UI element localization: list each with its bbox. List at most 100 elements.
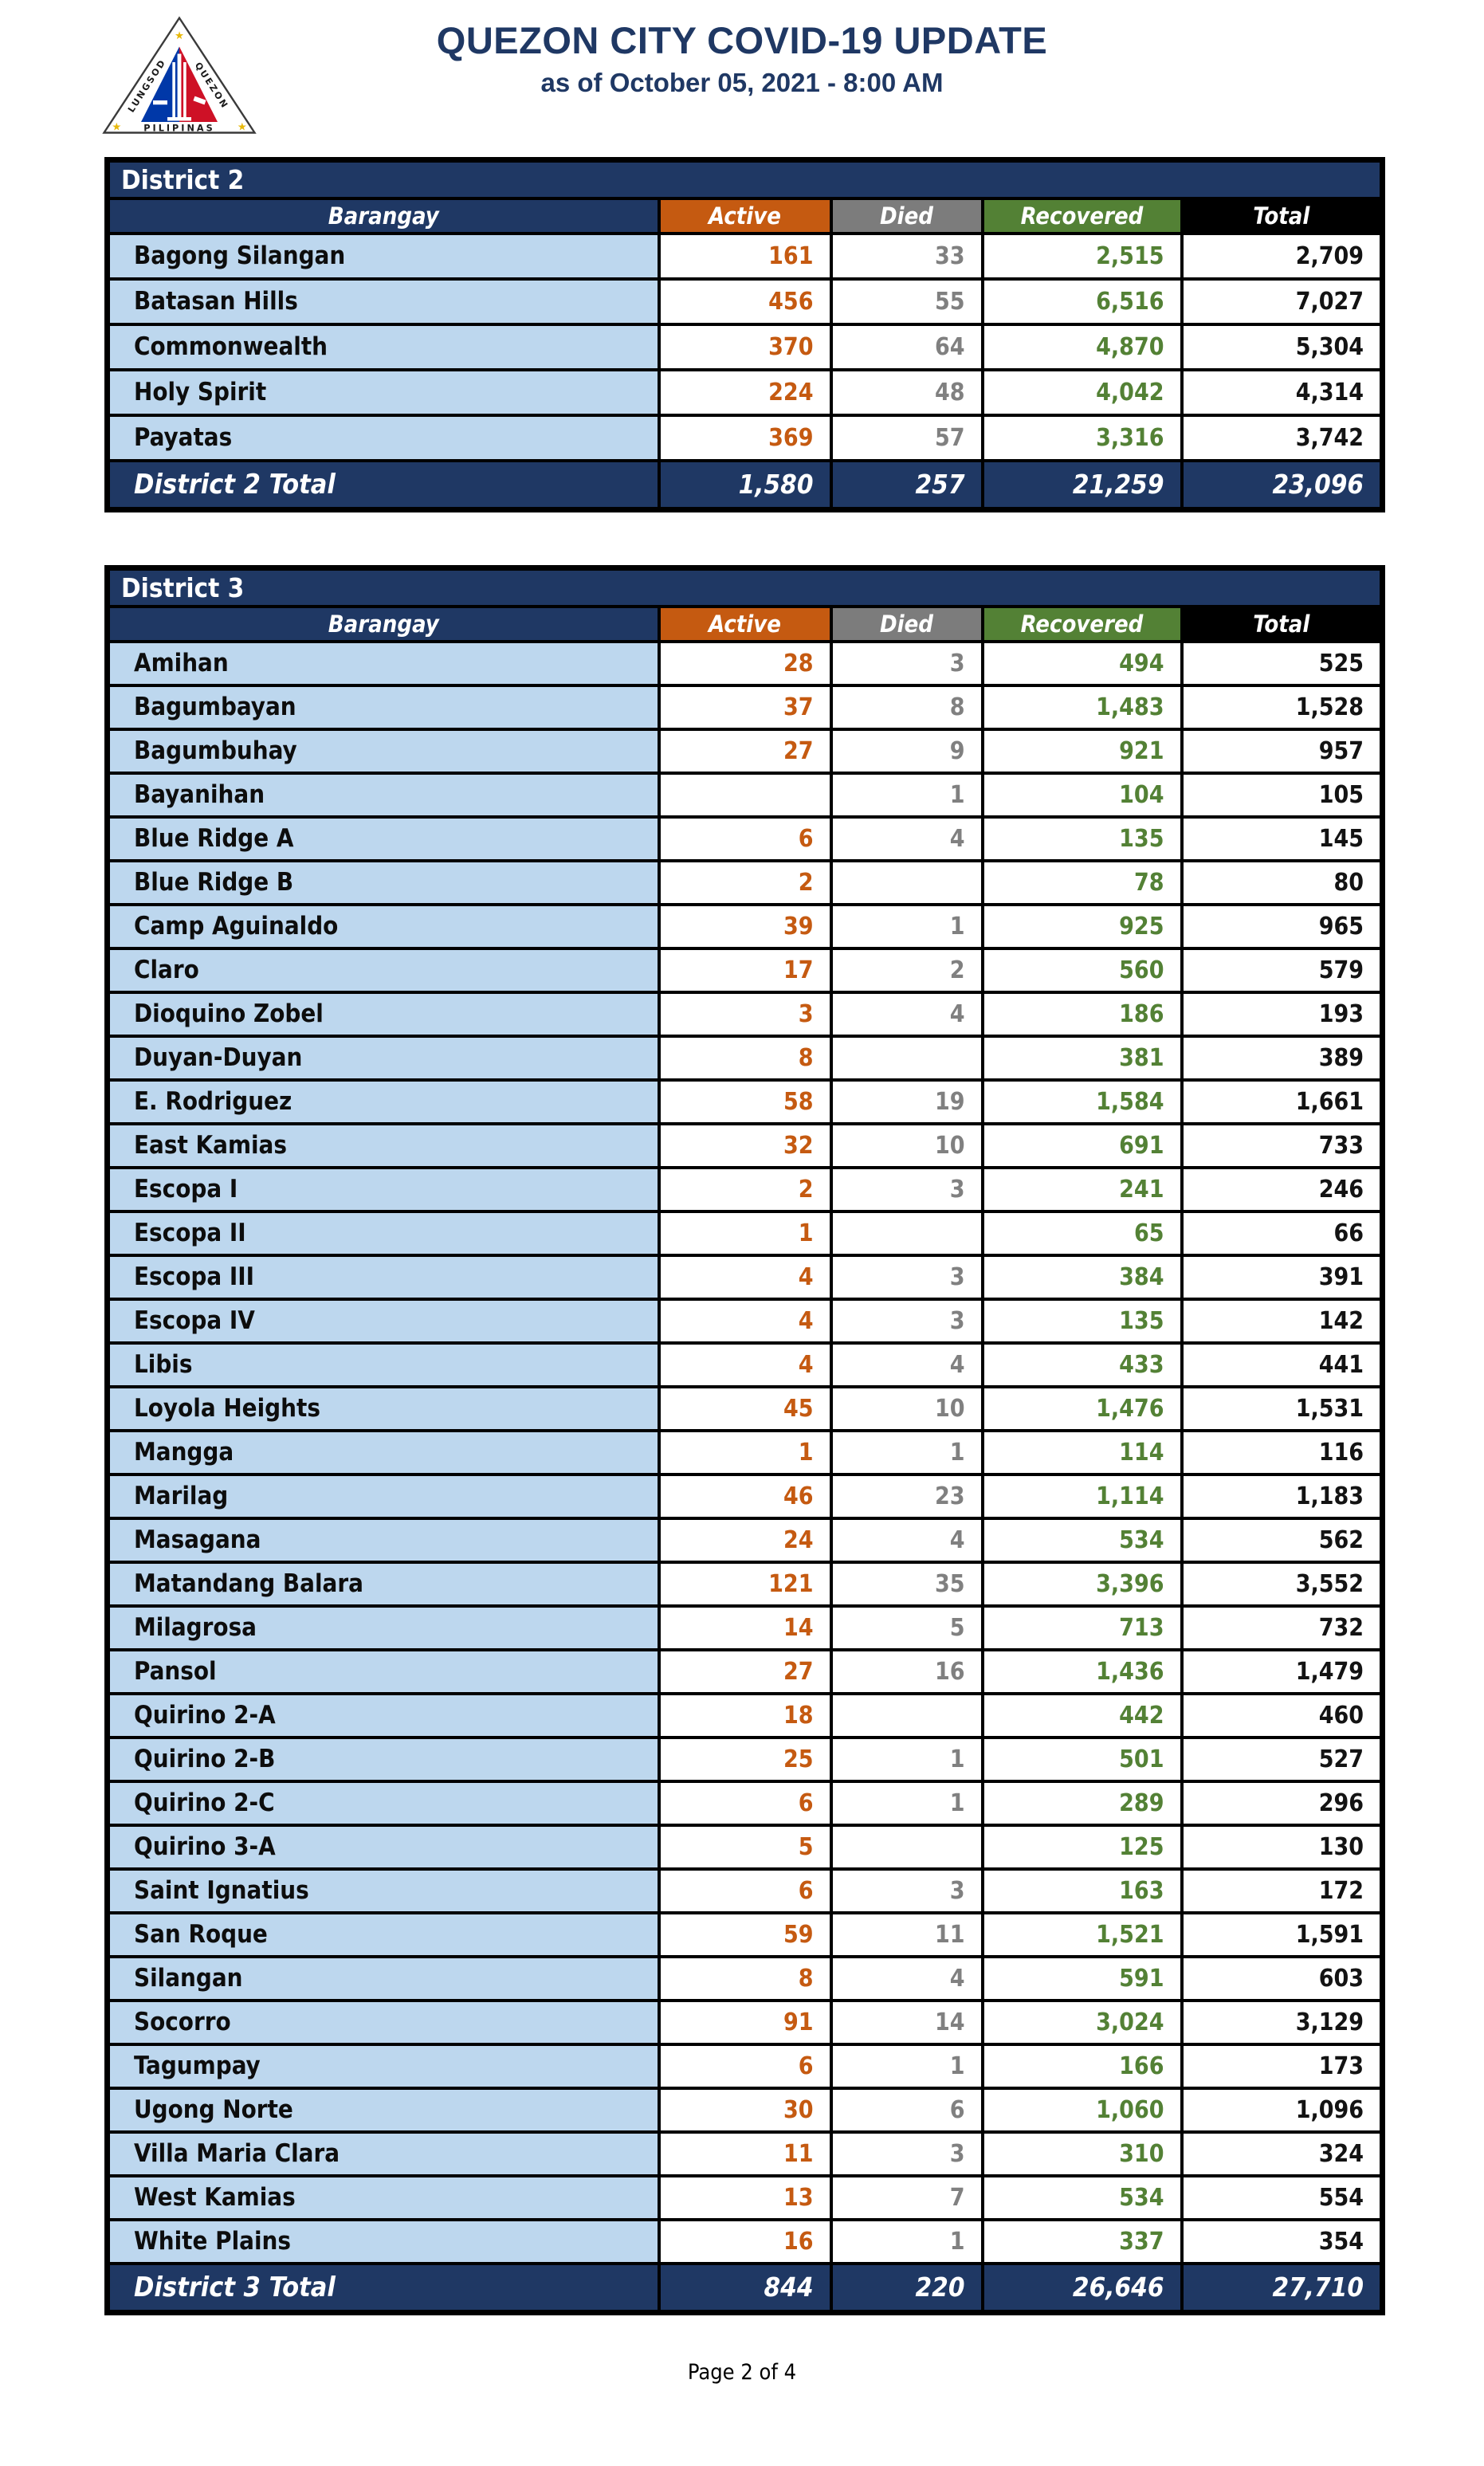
- recovered-count-cell: 1,521: [980, 1910, 1184, 1958]
- barangay-name-cell: Tagumpay: [105, 2042, 661, 2090]
- seal-inner-red: [179, 46, 218, 122]
- recovered-count-cell: 501: [980, 1735, 1184, 1783]
- district-total-label: District 2 Total: [105, 458, 661, 512]
- total-count-cell: 173: [1180, 2042, 1384, 2090]
- died-count-cell: 64: [829, 322, 984, 371]
- barangay-name-cell: Bayanihan: [105, 771, 661, 819]
- total-count-cell: 5,304: [1180, 322, 1384, 371]
- table-row: Commonwealth 370 64 4,870 5,304: [105, 322, 1384, 371]
- died-count-cell: 5: [829, 1604, 984, 1651]
- recovered-count-cell: 1,436: [980, 1647, 1184, 1695]
- died-count-cell: 10: [829, 1121, 984, 1169]
- table-row: Libis 4 4 433 441: [105, 1341, 1384, 1388]
- seal-inner-blue: [141, 46, 179, 122]
- total-count-cell: 1,661: [1180, 1078, 1384, 1125]
- table-row: Bagumbayan 37 8 1,483 1,528: [105, 683, 1384, 731]
- barangay-name-cell: Saint Ignatius: [105, 1867, 661, 1914]
- recovered-count-cell: 289: [980, 1779, 1184, 1827]
- table-row: Marilag 46 23 1,114 1,183: [105, 1472, 1384, 1520]
- total-count-cell: 1,479: [1180, 1647, 1384, 1695]
- active-count-cell: 13: [657, 2173, 833, 2221]
- died-count-cell: 4: [829, 990, 984, 1038]
- table-row: Masagana 24 4 534 562: [105, 1516, 1384, 1564]
- recovered-count-cell: 921: [980, 727, 1184, 775]
- total-count-cell: 1,096: [1180, 2086, 1384, 2134]
- table-row: Matandang Balara 121 35 3,396 3,552: [105, 1560, 1384, 1608]
- active-count-cell: 24: [657, 1516, 833, 1564]
- died-count-cell: 1: [829, 2217, 984, 2265]
- died-count-cell: 7: [829, 2173, 984, 2221]
- recovered-count-cell: 3,316: [980, 413, 1184, 462]
- district-3-table: District 3 Barangay Active Died Recovere…: [104, 565, 1386, 2315]
- active-count-cell: 16: [657, 2217, 833, 2265]
- seal-monument-pillar: [177, 53, 182, 117]
- active-count-cell: 4: [657, 1297, 833, 1345]
- died-count-cell: 3: [829, 1165, 984, 1213]
- died-count-cell: [829, 1691, 984, 1739]
- seal-star-icon: ★: [175, 29, 184, 42]
- barangay-name-cell: Commonwealth: [105, 322, 661, 371]
- total-count-cell: 733: [1180, 1121, 1384, 1169]
- active-count-cell: 4: [657, 1253, 833, 1301]
- barangay-name-cell: Claro: [105, 946, 661, 994]
- total-count-cell: 2,709: [1180, 231, 1384, 281]
- recovered-count-cell: 163: [980, 1867, 1184, 1914]
- active-count-cell: [657, 771, 833, 819]
- recovered-count-cell: 1,476: [980, 1384, 1184, 1432]
- active-count-cell: 369: [657, 413, 833, 462]
- active-count-cell: 6: [657, 1867, 833, 1914]
- active-count-cell: 91: [657, 1998, 833, 2046]
- active-count-cell: 6: [657, 815, 833, 862]
- active-count-cell: 224: [657, 367, 833, 417]
- recovered-count-cell: 713: [980, 1604, 1184, 1651]
- district-3-title: District 3: [105, 566, 1384, 608]
- died-count-cell: [829, 1209, 984, 1257]
- died-count-cell: 16: [829, 1647, 984, 1695]
- page-number: Page 2 of 4: [687, 2360, 797, 2385]
- table-row: Escopa III 4 3 384 391: [105, 1253, 1384, 1301]
- recovered-count-cell: 4,870: [980, 322, 1184, 371]
- recovered-count-cell: 925: [980, 902, 1184, 950]
- recovered-count-cell: 135: [980, 815, 1184, 862]
- active-count-cell: 8: [657, 1954, 833, 2002]
- active-count-cell: 58: [657, 1078, 833, 1125]
- active-count-cell: 32: [657, 1121, 833, 1169]
- barangay-name-cell: Amihan: [105, 639, 661, 687]
- total-count-cell: 172: [1180, 1867, 1384, 1914]
- total-count-cell: 441: [1180, 1341, 1384, 1388]
- recovered-count-cell: 691: [980, 1121, 1184, 1169]
- column-header-active: Active: [657, 196, 833, 235]
- active-count-cell: 1: [657, 1428, 833, 1476]
- active-count-cell: 14: [657, 1604, 833, 1651]
- active-count-cell: 2: [657, 858, 833, 906]
- active-count-cell: 5: [657, 1823, 833, 1871]
- total-count-cell: 80: [1180, 858, 1384, 906]
- quezon-city-seal-logo: ★ ★ ★ LUNGSOD QUEZON PILIPINAS: [102, 16, 257, 134]
- recovered-count-cell: 337: [980, 2217, 1184, 2265]
- table-row: East Kamias 32 10 691 733: [105, 1121, 1384, 1169]
- died-count-cell: 1: [829, 1428, 984, 1476]
- seal-gavel-glyph: [193, 96, 206, 105]
- district-2-column-header-row: Barangay Active Died Recovered Total: [105, 196, 1384, 235]
- table-row: Tagumpay 6 1 166 173: [105, 2042, 1384, 2090]
- active-count-cell: 2: [657, 1165, 833, 1213]
- recovered-count-cell: 78: [980, 858, 1184, 906]
- barangay-name-cell: Bagumbayan: [105, 683, 661, 731]
- died-count-cell: 4: [829, 1341, 984, 1388]
- barangay-name-cell: Quirino 2-C: [105, 1779, 661, 1827]
- barangay-name-cell: Dioquino Zobel: [105, 990, 661, 1038]
- died-count-cell: [829, 858, 984, 906]
- barangay-name-cell: Escopa I: [105, 1165, 661, 1213]
- died-count-cell: 3: [829, 2130, 984, 2177]
- active-count-cell: 11: [657, 2130, 833, 2177]
- active-count-cell: 28: [657, 639, 833, 687]
- active-count-cell: 25: [657, 1735, 833, 1783]
- recovered-count-cell: 2,515: [980, 231, 1184, 281]
- report-body: District 2 Barangay Active Died Recovere…: [104, 157, 1386, 2315]
- recovered-count-cell: 1,584: [980, 1078, 1184, 1125]
- total-count-cell: 324: [1180, 2130, 1384, 2177]
- seal-monument-pillar: [172, 62, 175, 117]
- total-count-cell: 1,528: [1180, 683, 1384, 731]
- column-header-recovered: Recovered: [980, 196, 1184, 235]
- table-row: Payatas 369 57 3,316 3,742: [105, 413, 1384, 462]
